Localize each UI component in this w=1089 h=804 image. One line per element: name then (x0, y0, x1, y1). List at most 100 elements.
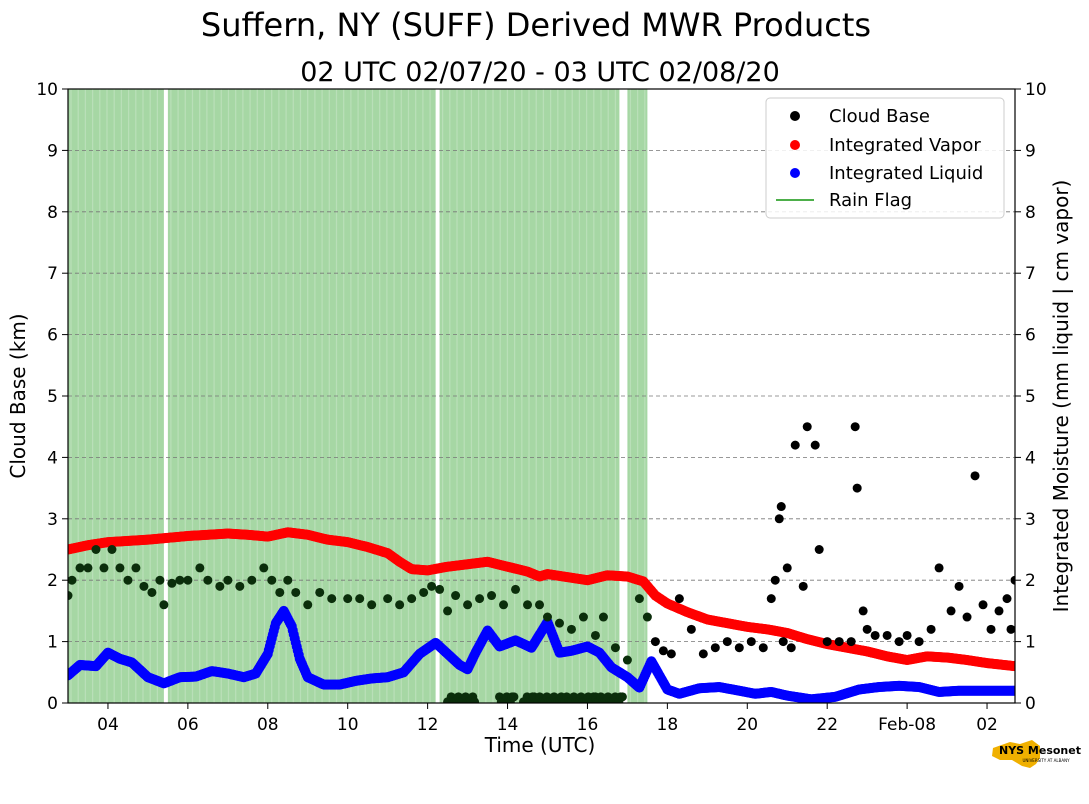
x-tick-label: 16 (577, 715, 599, 735)
cloud-base-point (303, 600, 313, 610)
cloud-base-point (463, 600, 473, 610)
cloud-base-point (934, 563, 944, 573)
cloud-base-point (91, 545, 101, 554)
cloud-base-point (862, 624, 872, 634)
x-tick-label: 10 (337, 715, 359, 735)
cloud-base-point (810, 440, 820, 450)
cloud-base-point (776, 502, 786, 512)
cloud-base-point (451, 591, 461, 601)
x-tick-label: 06 (177, 715, 199, 735)
y-tick-label-left: 0 (47, 694, 58, 714)
cloud-base-point (746, 637, 756, 647)
cloud-base-point (542, 612, 552, 622)
cloud-base-point (578, 612, 588, 622)
cloud-base-point (475, 594, 485, 604)
cloud-base-point (327, 594, 337, 604)
logo-text: NYS Mesonet (999, 744, 1081, 757)
cloud-base-point (822, 637, 832, 647)
cloud-base-point (315, 587, 325, 597)
cloud-base-point (758, 643, 768, 653)
legend-marker-integrated-vapor (790, 140, 800, 150)
cloud-base-point (598, 612, 608, 622)
cloud-base-point (343, 594, 353, 604)
cloud-base-point (666, 649, 676, 659)
cloud-base-point (215, 581, 225, 591)
cloud-base-point (83, 563, 93, 573)
logo-subtext: UNIVERSITY AT ALBANY (1022, 758, 1070, 763)
cloud-base-point (882, 630, 892, 640)
cloud-base-point (523, 600, 533, 610)
chart-title: Suffern, NY (SUFF) Derived MWR Products (201, 6, 871, 44)
x-tick-label: 04 (97, 715, 119, 735)
cloud-base-point (734, 643, 744, 653)
cloud-base-point (435, 584, 445, 594)
nys-mesonet-logo: NYS Mesonet UNIVERSITY AT ALBANY (992, 740, 1081, 768)
legend: Cloud Base Integrated Vapor Integrated L… (765, 97, 1005, 219)
cloud-base-point (946, 606, 956, 616)
integrated-vapor-point (1010, 661, 1015, 672)
cloud-base-point (954, 581, 964, 591)
y-tick-label-right: 1 (1025, 633, 1036, 653)
y-tick-label-right: 3 (1025, 510, 1036, 530)
cloud-base-point (267, 575, 277, 585)
cloud-base-point (566, 624, 576, 634)
y-tick-label-right: 6 (1025, 326, 1036, 346)
right-y-axis: 0 1 2 3 4 5 6 7 8 9 10 (1015, 80, 1047, 714)
cloud-base-point (195, 563, 205, 573)
y-tick-label-left: 10 (36, 80, 58, 100)
x-tick-label: 02 (976, 715, 998, 735)
cloud-base-point (75, 563, 85, 573)
left-y-axis-label: Cloud Base (km) (6, 313, 30, 478)
cloud-base-point (786, 643, 796, 653)
cloud-base-point (470, 697, 480, 703)
cloud-base-point (99, 563, 109, 573)
cloud-base-point (674, 594, 684, 604)
series-layer (68, 422, 1015, 703)
x-tick-label: Feb-08 (878, 715, 936, 735)
cloud-base-point (698, 649, 708, 659)
cloud-base-point (978, 600, 988, 610)
cloud-base-point (617, 692, 627, 702)
cloud-base-point (355, 594, 365, 604)
cloud-base-point (427, 581, 437, 591)
x-tick-label: 18 (657, 715, 679, 735)
cloud-base-point (722, 637, 732, 647)
cloud-base-point (774, 514, 784, 524)
cloud-base-point (499, 600, 509, 610)
cloud-base-point (846, 637, 856, 647)
cloud-base-point (223, 575, 233, 585)
x-tick-label: 12 (417, 715, 439, 735)
cloud-base-point (68, 575, 77, 585)
cloud-base-point (259, 563, 269, 573)
y-tick-label-right: 9 (1025, 141, 1036, 161)
cloud-base-point (167, 578, 177, 588)
cloud-base-point (175, 575, 185, 585)
cloud-base-point (986, 624, 996, 634)
cloud-base-point (115, 563, 125, 573)
cloud-base-point (802, 422, 812, 432)
cloud-base-point (395, 600, 405, 610)
right-y-axis-label: Integrated Moisture (mm liquid | cm vapo… (1049, 180, 1073, 613)
x-tick-label: 22 (816, 715, 838, 735)
cloud-base-point (419, 587, 429, 597)
legend-label-rain-flag: Rain Flag (829, 190, 912, 211)
y-tick-label-right: 4 (1025, 448, 1036, 468)
x-tick-label: 14 (497, 715, 519, 735)
cloud-base-point (914, 637, 924, 647)
cloud-base-point (147, 587, 157, 597)
cloud-base-point (782, 563, 792, 573)
cloud-base-point (1006, 624, 1015, 634)
cloud-base-point (650, 637, 660, 647)
cloud-base-point (68, 591, 73, 601)
cloud-base-point (962, 612, 972, 622)
cloud-base-point (686, 624, 696, 634)
cloud-base-point (487, 591, 497, 601)
cloud-base-point (535, 600, 545, 610)
cloud-base-point (642, 612, 652, 622)
cloud-base-point (159, 600, 169, 610)
cloud-base-point (778, 637, 788, 647)
cloud-base-point (852, 483, 862, 493)
cloud-base-point (1010, 575, 1015, 585)
cloud-base-point (407, 594, 417, 604)
